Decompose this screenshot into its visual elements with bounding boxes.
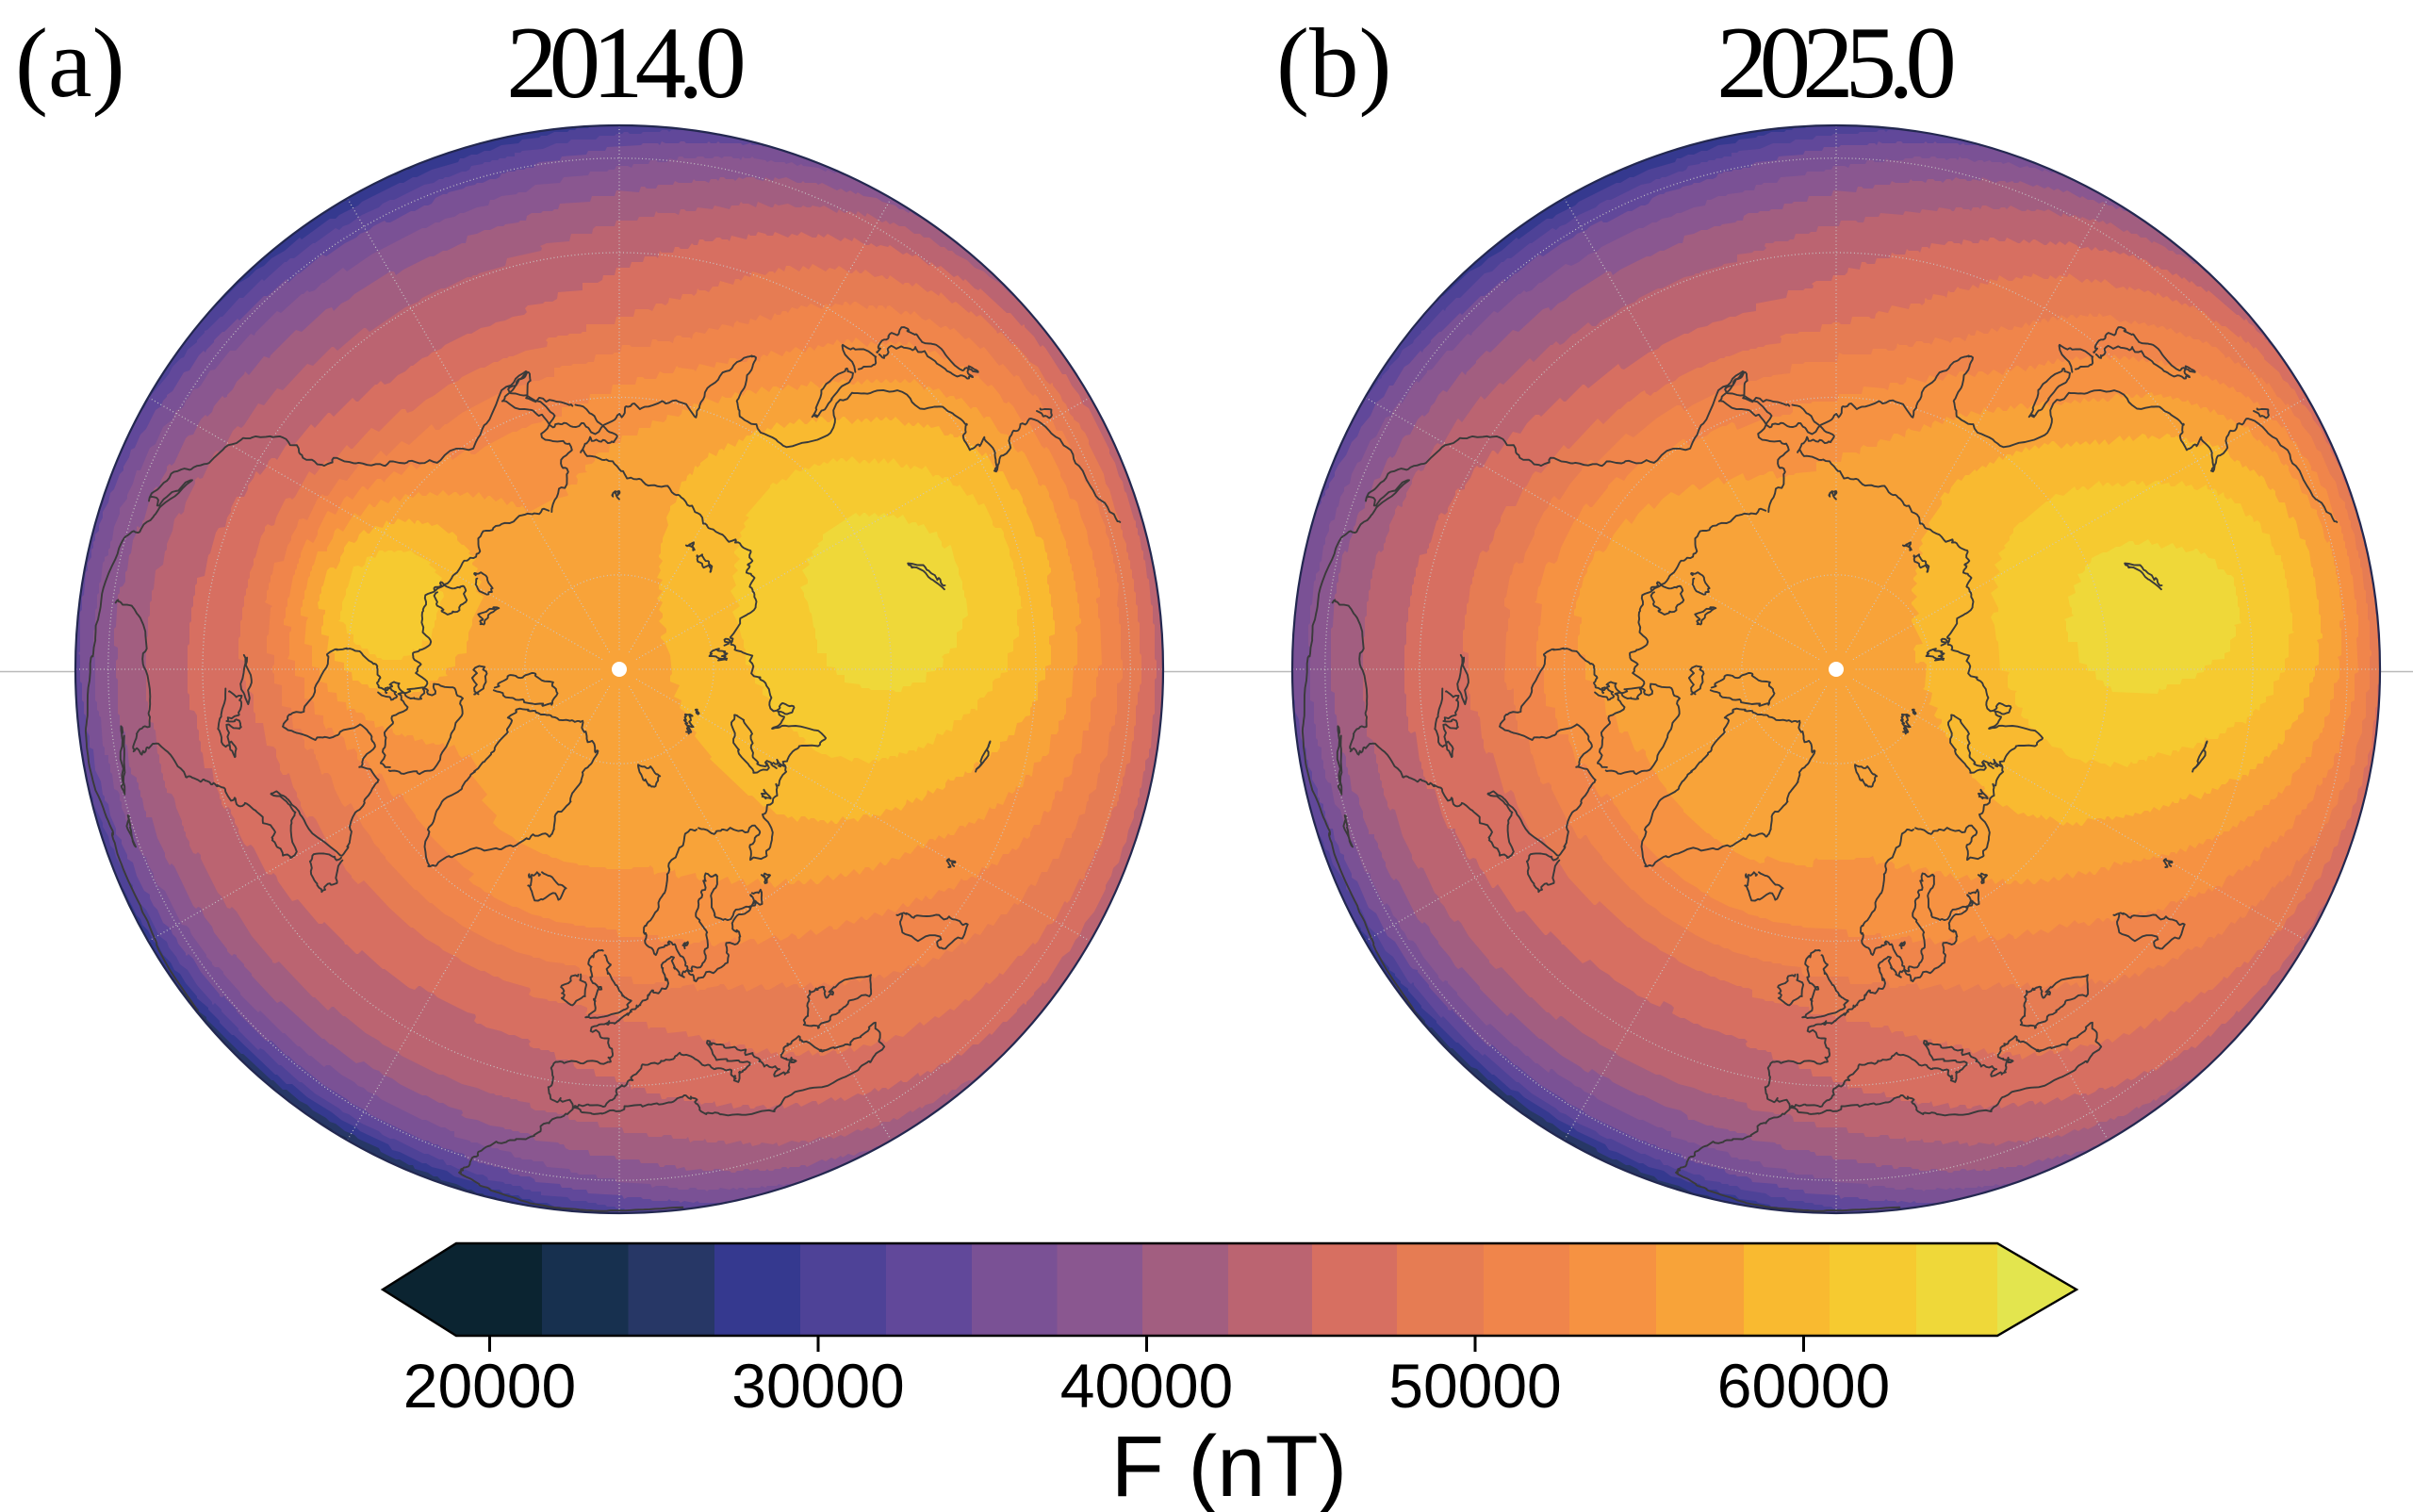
svg-text:(b): (b) xyxy=(1276,8,1391,118)
svg-text:F (nT): F (nT) xyxy=(1111,1419,1347,1512)
svg-text:(a): (a) xyxy=(15,8,125,118)
svg-text:30000: 30000 xyxy=(731,1351,905,1421)
svg-text:2014.0: 2014.0 xyxy=(506,6,743,120)
svg-text:40000: 40000 xyxy=(1060,1351,1234,1421)
svg-text:20000: 20000 xyxy=(403,1351,577,1421)
svg-text:60000: 60000 xyxy=(1717,1351,1891,1421)
svg-text:50000: 50000 xyxy=(1388,1351,1562,1421)
svg-text:2025.0: 2025.0 xyxy=(1716,6,1953,120)
